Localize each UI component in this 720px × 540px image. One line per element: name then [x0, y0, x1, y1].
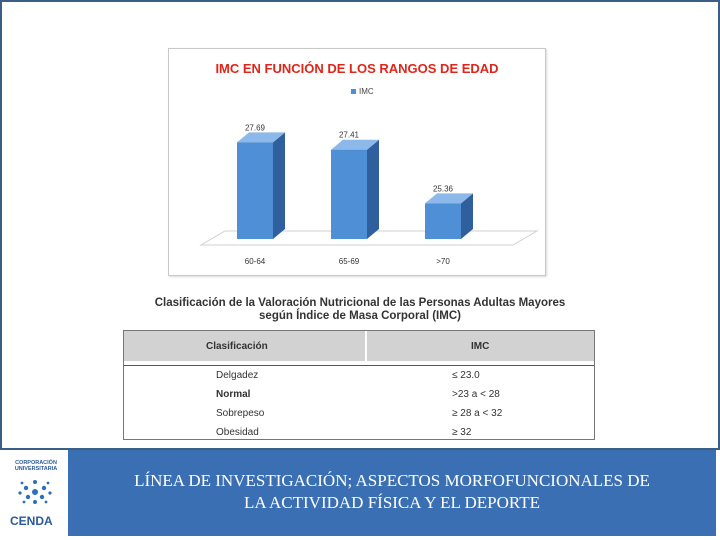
table-row: Sobrepeso ≥ 28 a < 32 — [124, 404, 594, 423]
bar-top — [237, 132, 285, 143]
cell-classification: Obesidad — [216, 427, 259, 438]
cenda-logo: CORPORACIÓN UNIVERSITARIA CENDA — [2, 450, 68, 536]
logo-top-text: CORPORACIÓN UNIVERSITARIA — [14, 460, 58, 472]
cell-classification: Normal — [216, 389, 251, 400]
footer-line2: LA ACTIVIDAD FÍSICA Y EL DEPORTE — [243, 493, 540, 512]
logo-emblem-icon — [18, 480, 52, 504]
bar-side — [367, 139, 379, 239]
bar — [425, 203, 461, 239]
table-header-row: Clasificación IMC — [124, 331, 594, 361]
header-imc: IMC — [366, 331, 594, 361]
chart-legend: IMC — [351, 87, 374, 96]
table-caption-line1: Clasificación de la Valoración Nutricion… — [154, 297, 566, 309]
table-row: Delgadez ≤ 23.0 — [124, 366, 594, 386]
cell-imc: ≤ 23.0 — [452, 370, 480, 381]
bar-side — [461, 193, 473, 239]
footer-title: LÍNEA DE INVESTIGACIÓN; ASPECTOS MORFOFU… — [68, 470, 716, 514]
footer-line1: LÍNEA DE INVESTIGACIÓN; ASPECTOS MORFOFU… — [134, 471, 650, 490]
data-label: 25.36 — [433, 184, 454, 193]
bar — [237, 142, 273, 239]
bar-top — [425, 193, 473, 204]
chart-floor — [199, 230, 539, 246]
data-label: 27.69 — [245, 123, 266, 132]
chart-title: IMC EN FUNCIÓN DE LOS RANGOS DE EDAD — [215, 61, 499, 76]
category-label: >70 — [436, 257, 450, 266]
classification-table: Clasificación IMC Delgadez ≤ 23.0 Normal… — [123, 330, 595, 440]
bar — [331, 149, 367, 239]
cell-imc: ≥ 32 — [452, 427, 472, 438]
table-row: Obesidad ≥ 32 — [124, 423, 594, 442]
chart-svg: 27.69 60-64 27.41 65-69 25.36 >70 — [199, 123, 539, 266]
header-clasificacion: Clasificación — [124, 331, 367, 361]
imc-table: Clasificación IMC Delgadez ≤ 23.0 Normal… — [124, 331, 594, 442]
legend-swatch — [351, 89, 356, 94]
bar-top — [331, 139, 379, 150]
data-label: 27.41 — [339, 131, 360, 140]
chart-panel: IMC EN FUNCIÓN DE LOS RANGOS DE EDAD IMC… — [168, 48, 546, 276]
footer-band: LÍNEA DE INVESTIGACIÓN; ASPECTOS MORFOFU… — [68, 450, 716, 536]
logo-name: CENDA — [10, 514, 53, 528]
cell-classification: Sobrepeso — [216, 408, 265, 419]
cell-classification: Delgadez — [216, 370, 259, 381]
table-caption: Clasificación de la Valoración Nutricion… — [120, 297, 600, 323]
legend-label: IMC — [359, 87, 374, 96]
table-row: Normal >23 a < 28 — [124, 385, 594, 404]
cell-imc: ≥ 28 a < 32 — [452, 408, 503, 419]
cell-imc: >23 a < 28 — [452, 389, 500, 400]
table-divider — [124, 361, 594, 366]
category-label: 60-64 — [245, 257, 266, 266]
bar-side — [273, 132, 285, 239]
category-label: 65-69 — [339, 257, 360, 266]
table-caption-line2: según Índice de Masa Corporal (IMC) — [259, 310, 461, 322]
